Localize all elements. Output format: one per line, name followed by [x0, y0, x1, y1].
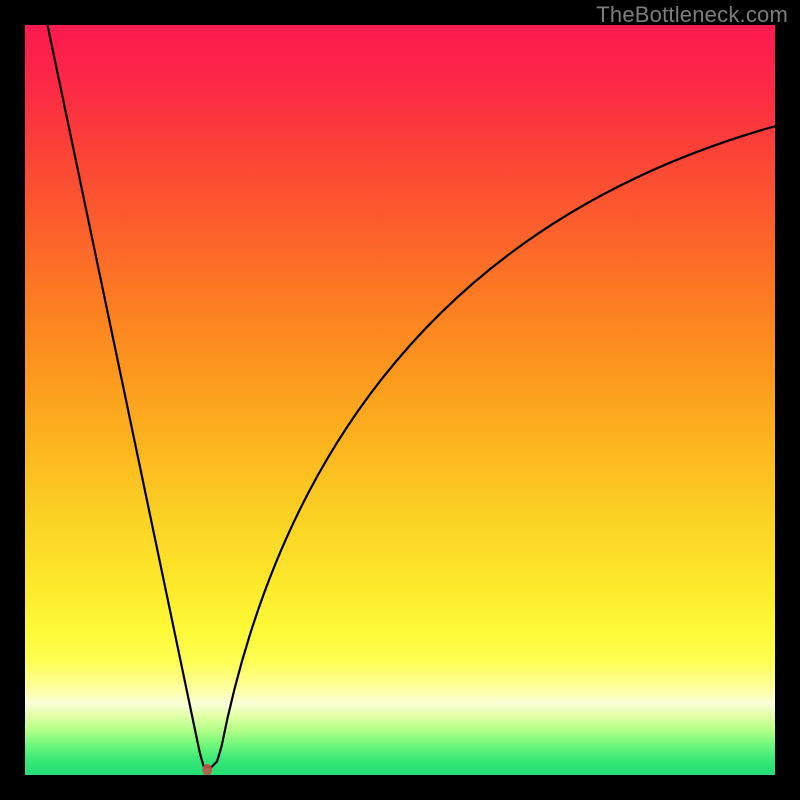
chart-svg	[25, 25, 775, 775]
chart-plot-area	[25, 25, 775, 775]
chart-background	[25, 25, 775, 775]
watermark-text: TheBottleneck.com	[596, 2, 788, 28]
